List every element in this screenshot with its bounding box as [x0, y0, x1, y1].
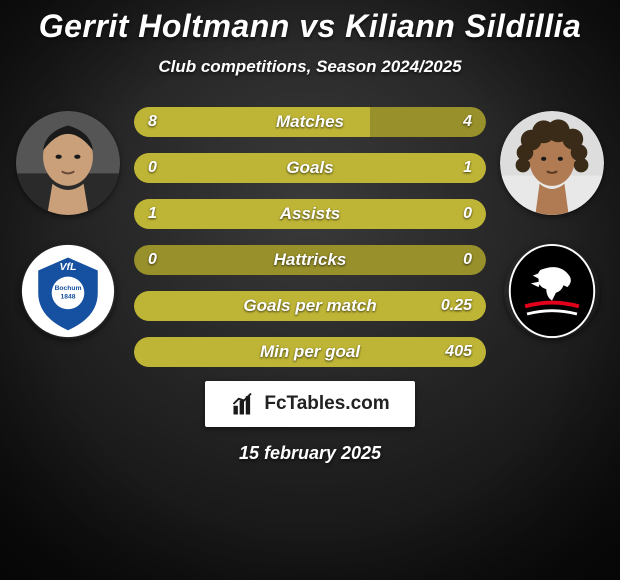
stat-value-right: 405	[445, 343, 472, 361]
stat-bar: Goals per match 0.25	[134, 291, 486, 321]
stat-bar: Hattricks 0 0	[134, 245, 486, 275]
stat-bar: Assists 1 0	[134, 199, 486, 229]
stat-bar: Matches 8 4	[134, 107, 486, 137]
player1-club-logo: Bochum 1848 VfL	[20, 243, 116, 339]
stat-label: Goals per match	[243, 296, 376, 316]
stat-label: Goals	[286, 158, 333, 178]
brand-box: FcTables.com	[205, 381, 415, 427]
svg-text:1848: 1848	[61, 294, 76, 301]
player2-photo	[500, 111, 604, 215]
stat-value-left: 8	[148, 113, 157, 131]
stat-value-left: 1	[148, 205, 157, 223]
subtitle: Club competitions, Season 2024/2025	[158, 57, 461, 77]
stat-value-left: 0	[148, 251, 157, 269]
date-text: 15 february 2025	[239, 443, 381, 464]
page-title: Gerrit Holtmann vs Kiliann Sildillia	[39, 8, 582, 45]
stat-value-right: 0.25	[441, 297, 472, 315]
stat-bars: Matches84Goals01Assists10Hattricks00Goal…	[128, 107, 492, 367]
player2-club-logo	[504, 243, 600, 339]
stat-value-left: 0	[148, 159, 157, 177]
stat-label: Assists	[280, 204, 340, 224]
brand-text: FcTables.com	[264, 393, 389, 415]
stat-label: Hattricks	[274, 250, 347, 270]
stat-bar: Min per goal 405	[134, 337, 486, 367]
brand-chart-icon	[230, 390, 258, 418]
stat-value-right: 0	[463, 205, 472, 223]
player1-column: Bochum 1848 VfL	[8, 107, 128, 339]
stat-value-right: 0	[463, 251, 472, 269]
comparison-row: Bochum 1848 VfL Matches 8 4 Goals 0 1 Assists 1…	[0, 107, 620, 367]
svg-text:Bochum: Bochum	[55, 285, 82, 292]
player2-column	[492, 107, 612, 339]
stat-label: Min per goal	[260, 342, 360, 362]
footer: FcTables.com 15 february 2025	[205, 381, 415, 464]
stat-value-right: 1	[463, 159, 472, 177]
stat-value-right: 4	[463, 113, 472, 131]
player1-photo	[16, 111, 120, 215]
stat-bar: Goals 0 1	[134, 153, 486, 183]
svg-text:VfL: VfL	[60, 261, 77, 273]
stat-label: Matches	[276, 112, 344, 132]
